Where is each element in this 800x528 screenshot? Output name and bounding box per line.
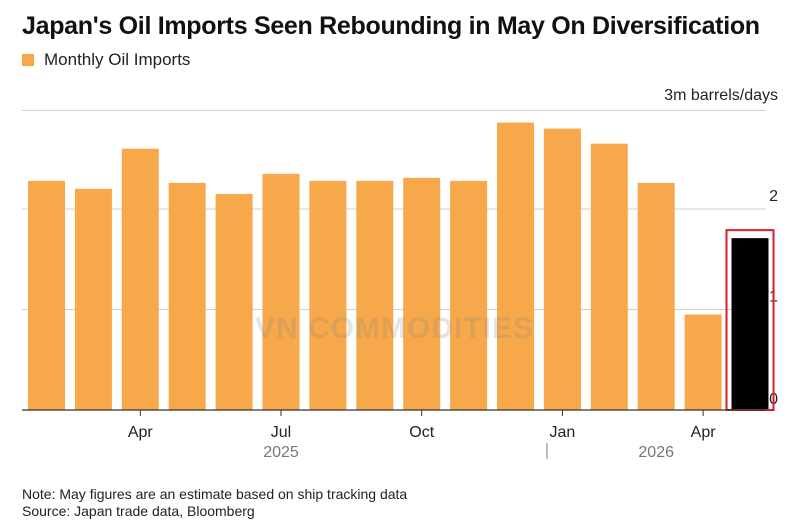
bar bbox=[309, 180, 347, 410]
legend: Monthly Oil Imports bbox=[22, 50, 190, 70]
bar bbox=[590, 143, 628, 411]
x-tick-label: Jul bbox=[271, 424, 291, 441]
chart-notes: Note: May figures are an estimate based … bbox=[22, 486, 407, 520]
x-tick-label: Apr bbox=[691, 424, 717, 441]
bar bbox=[684, 314, 722, 410]
bar bbox=[403, 177, 441, 410]
bar-estimate bbox=[731, 238, 769, 410]
bar bbox=[356, 180, 394, 410]
bar bbox=[168, 182, 206, 410]
x-tick-label: Jan bbox=[550, 424, 576, 441]
legend-swatch bbox=[22, 54, 34, 66]
bar bbox=[450, 180, 488, 410]
y-tick-label: 2 bbox=[769, 188, 778, 205]
year-label: 2025 bbox=[263, 444, 299, 461]
year-label: 2026 bbox=[638, 444, 674, 461]
source-text: Source: Japan trade data, Bloomberg bbox=[22, 503, 255, 519]
bar bbox=[74, 188, 112, 410]
bar bbox=[215, 193, 253, 410]
y-unit-label: 3m barrels/days bbox=[664, 87, 778, 104]
bar bbox=[543, 128, 581, 410]
bar bbox=[121, 148, 159, 410]
note-text: Note: May figures are an estimate based … bbox=[22, 486, 408, 502]
bar bbox=[28, 180, 65, 410]
chart-title: Japan's Oil Imports Seen Rebounding in M… bbox=[22, 12, 760, 40]
bar bbox=[497, 122, 534, 410]
bar bbox=[262, 173, 300, 410]
bar bbox=[637, 182, 675, 410]
x-tick-label: Apr bbox=[128, 424, 154, 441]
legend-label: Monthly Oil Imports bbox=[44, 50, 191, 69]
x-tick-label: Oct bbox=[409, 424, 434, 441]
watermark-text: VN COMMODITIES bbox=[255, 312, 535, 345]
